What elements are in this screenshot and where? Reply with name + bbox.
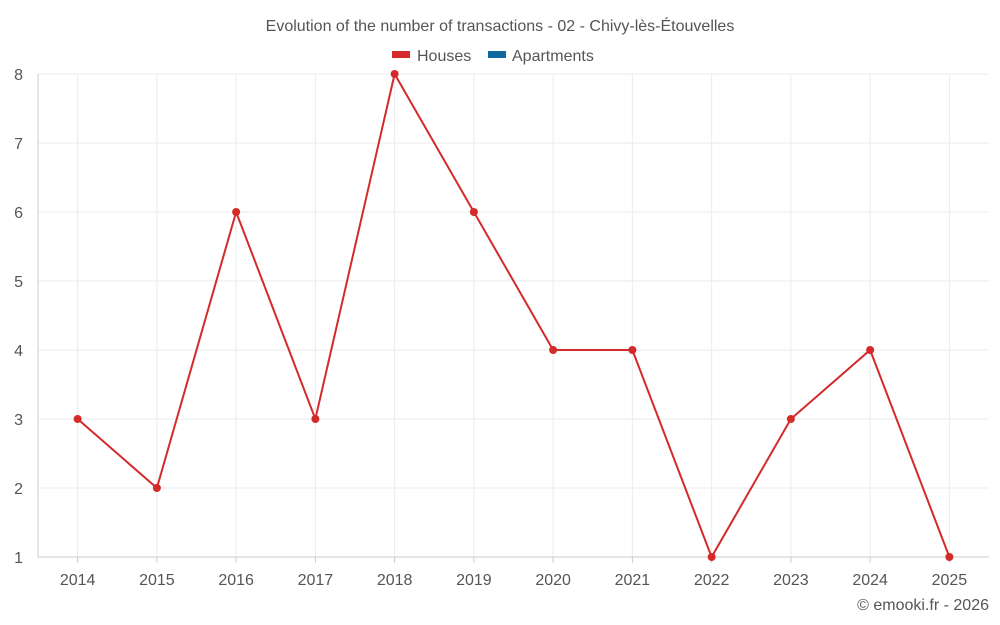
x-tick-label: 2024 [852,572,888,589]
y-tick-label: 8 [14,67,23,84]
x-tick-label: 2015 [139,572,175,589]
y-tick-label: 6 [14,205,23,222]
x-tick-label: 2025 [932,572,968,589]
series-houses [73,70,954,561]
x-tick-label: 2022 [694,572,730,589]
x-tick-label: 2016 [218,572,254,589]
y-tick-label: 1 [14,550,23,567]
y-tick-label: 7 [14,136,23,153]
data-point[interactable] [390,70,399,78]
data-point[interactable] [549,346,558,354]
y-tick-label: 2 [14,481,23,498]
data-point[interactable] [469,208,478,216]
series-line-houses [76,71,951,560]
data-point[interactable] [786,415,795,423]
data-point[interactable] [707,553,716,561]
x-tick-label: 2020 [535,572,571,589]
y-tick-label: 4 [14,343,23,360]
data-point[interactable] [628,346,637,354]
chart-title: Evolution of the number of transactions … [266,16,735,35]
x-tick-label: 2021 [615,572,651,589]
x-tick-label: 2019 [456,572,492,589]
data-point[interactable] [866,346,875,354]
x-tick-label: 2017 [298,572,334,589]
data-point[interactable] [152,484,161,492]
data-point[interactable] [945,553,954,561]
x-tick-label: 2023 [773,572,809,589]
grid [38,73,989,557]
y-tick-label: 3 [14,412,23,429]
legend-swatch-apartments [488,51,506,58]
data-point[interactable] [73,415,82,423]
legend-label-apartments[interactable]: Apartments [512,48,594,65]
x-tick-label: 2014 [60,572,96,589]
data-point[interactable] [232,208,241,216]
x-tick-label: 2018 [377,572,413,589]
legend-label-houses[interactable]: Houses [417,48,471,65]
legend-swatch-houses [392,51,410,58]
y-tick-label: 5 [14,274,23,291]
legend: Houses Apartments [392,48,594,65]
axes: 1 2 3 4 5 6 7 8 2014 2015 2016 2017 2018 2019 2020 2021… [14,67,989,589]
credit-text: © emooki.fr - 2026 [857,597,989,614]
data-point[interactable] [311,415,320,423]
